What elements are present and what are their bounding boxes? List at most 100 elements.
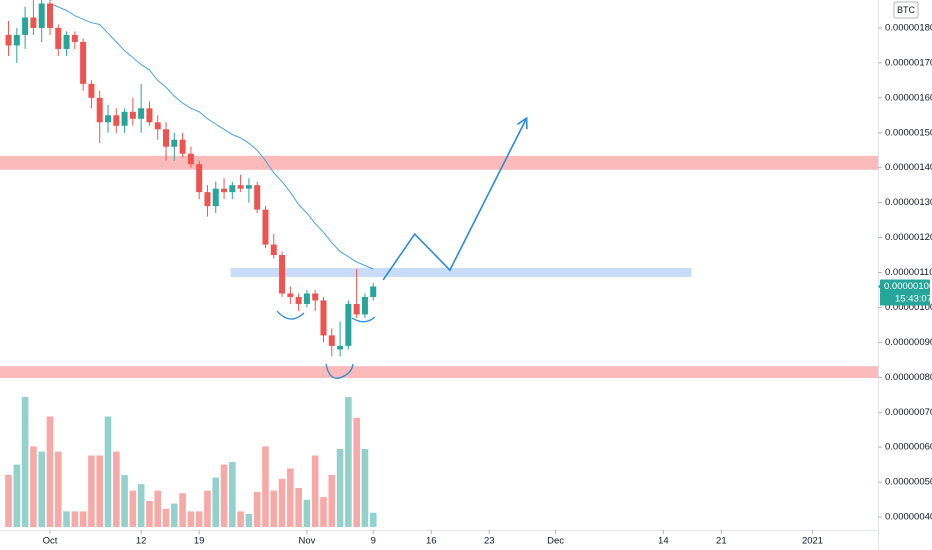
- candle-body: [187, 153, 194, 165]
- y-tick-label: 0.00000080: [885, 372, 932, 383]
- candle-body: [71, 34, 78, 42]
- candle-body: [13, 34, 20, 46]
- candle-body: [245, 185, 252, 189]
- volume-bar: [195, 511, 203, 527]
- candle-body: [163, 129, 170, 147]
- volume-bar: [21, 397, 29, 527]
- volume-bar: [287, 468, 294, 527]
- last-price-box: [880, 279, 930, 293]
- moving-average: [49, 3, 374, 270]
- volume-bar: [13, 464, 21, 527]
- volume-bar: [79, 511, 87, 527]
- candle-body: [63, 34, 70, 49]
- candle-body: [212, 188, 219, 207]
- candle-body: [88, 83, 95, 98]
- y-tick-label: 0.00000050: [885, 477, 932, 488]
- volume-bar: [345, 397, 352, 527]
- candle-body: [221, 188, 228, 193]
- candle-body: [337, 345, 344, 350]
- y-tick-label: 0.00000150: [885, 127, 932, 138]
- arrow-head: [517, 116, 528, 130]
- volume-bar: [187, 511, 195, 527]
- x-tick-label: Oct: [43, 536, 58, 547]
- y-tick-label: 0.00000140: [885, 162, 932, 173]
- candle-body: [171, 139, 178, 147]
- candle-body: [237, 185, 244, 189]
- candle-body: [5, 34, 12, 46]
- candle-body: [129, 111, 136, 119]
- x-tick-label: 19: [194, 536, 205, 547]
- volume-bar: [253, 491, 261, 527]
- curve: [276, 310, 305, 320]
- candle-body: [328, 335, 335, 346]
- y-tick-label: 0.00000040: [885, 512, 932, 523]
- candle-body: [179, 139, 186, 154]
- candle-body: [312, 293, 319, 301]
- support-zone: [0, 366, 878, 379]
- candle-body: [295, 296, 302, 304]
- volume-bar: [179, 493, 186, 527]
- candle-body: [229, 185, 236, 193]
- x-tick-label: 2021: [802, 536, 823, 547]
- y-tick-label: 0.00000070: [885, 407, 932, 418]
- volume-bar: [5, 475, 12, 527]
- volume-bar: [245, 514, 253, 527]
- candle-body: [254, 185, 261, 210]
- volume-bar: [328, 475, 336, 527]
- curve: [325, 363, 354, 379]
- candle-body: [204, 192, 211, 207]
- volume-bar: [88, 455, 95, 527]
- x-tick-label: 9: [371, 536, 376, 547]
- volume-bar: [204, 490, 211, 527]
- x-tick-label: 23: [484, 536, 495, 547]
- volume-bar: [303, 499, 311, 527]
- y-tick-label: 0.00000180: [885, 22, 932, 33]
- candle-body: [320, 300, 327, 336]
- candle-body: [96, 97, 103, 123]
- candle-body: [279, 255, 286, 294]
- volume-bar: [361, 449, 369, 527]
- volume-bar: [353, 417, 360, 527]
- volume-bar: [121, 475, 128, 527]
- candle-body: [138, 108, 145, 119]
- volume-bar: [46, 416, 54, 527]
- y-tick-label: 0.00000130: [885, 197, 932, 208]
- last-price-label: 0.00000106: [884, 281, 932, 292]
- volume-bar: [278, 478, 286, 527]
- volume-bar: [229, 462, 236, 527]
- y-tick-label: 0.00000100: [885, 302, 932, 313]
- volume-bar: [30, 446, 37, 527]
- candle-body: [121, 111, 128, 126]
- volume-bar: [146, 501, 153, 527]
- volume-bar: [270, 490, 278, 527]
- candle-body: [22, 17, 29, 35]
- x-tick-label: Dec: [547, 536, 564, 547]
- x-tick-label: Nov: [298, 536, 315, 547]
- volume-bar: [137, 484, 145, 527]
- candle-body: [55, 27, 62, 49]
- volume-bar: [295, 488, 302, 527]
- candle-body: [353, 303, 360, 315]
- y-tick-label: 0.00000120: [885, 232, 932, 243]
- candle-body: [146, 108, 153, 123]
- volume-bar: [262, 446, 269, 527]
- volume-bar: [63, 511, 70, 527]
- candle-body: [30, 17, 37, 28]
- candle-body: [287, 293, 294, 297]
- candle-body: [38, 3, 45, 28]
- volume-bar: [71, 511, 79, 527]
- y-tick-label: 0.00000170: [885, 57, 932, 68]
- resistance-box: [230, 267, 692, 278]
- candle-body: [345, 303, 352, 346]
- x-tick-label: 21: [716, 536, 727, 547]
- volume-bar: [336, 449, 344, 527]
- x-tick-label: 12: [136, 536, 147, 547]
- candle-body: [196, 164, 203, 193]
- hand-drawn-marks: [276, 310, 376, 379]
- candle-body: [46, 3, 53, 28]
- volume-bar: [237, 511, 244, 527]
- y-tick-label: 0.00000110: [885, 267, 932, 278]
- y-tick-label: 0.00000060: [885, 442, 932, 453]
- volume-bar: [212, 477, 220, 527]
